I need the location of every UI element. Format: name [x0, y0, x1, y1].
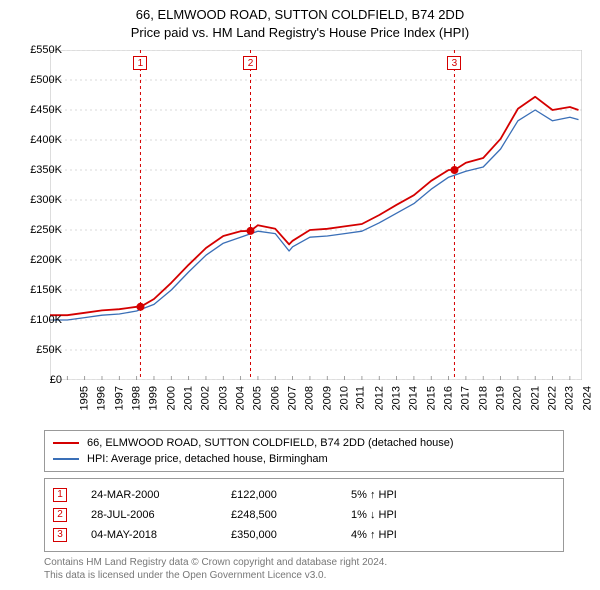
sale-row: 3 04-MAY-2018£350,0004% ↑ HPI: [53, 525, 555, 545]
sales-table: 1 24-MAR-2000£122,0005% ↑ HPI 2 28-JUL-2006…: [44, 478, 564, 552]
sale-date: 04-MAY-2018: [91, 529, 231, 541]
footer: Contains HM Land Registry data © Crown c…: [44, 556, 564, 582]
x-tick-label: 2000: [165, 386, 177, 410]
sale-date: 24-MAR-2000: [91, 489, 231, 501]
sale-price: £248,500: [231, 509, 351, 521]
footer-line-2: This data is licensed under the Open Gov…: [44, 569, 564, 582]
sale-marker-2: 2: [243, 56, 257, 70]
y-tick-label: £200K: [30, 254, 62, 266]
y-tick-label: £50K: [36, 344, 62, 356]
sale-row-marker: 3: [53, 528, 67, 542]
x-tick-label: 2002: [200, 386, 212, 410]
y-tick-label: £100K: [30, 314, 62, 326]
x-tick-label: 2009: [321, 386, 333, 410]
y-tick-label: £300K: [30, 194, 62, 206]
sale-row: 1 24-MAR-2000£122,0005% ↑ HPI: [53, 485, 555, 505]
legend-label: HPI: Average price, detached house, Birm…: [87, 453, 328, 465]
x-tick-label: 2007: [286, 386, 298, 410]
sale-date: 28-JUL-2006: [91, 509, 231, 521]
legend-swatch: [53, 442, 79, 444]
x-tick-label: 2012: [373, 386, 385, 410]
legend-label: 66, ELMWOOD ROAD, SUTTON COLDFIELD, B74 …: [87, 437, 454, 449]
x-tick-label: 2016: [442, 386, 454, 410]
y-tick-label: £250K: [30, 224, 62, 236]
y-tick-label: £150K: [30, 284, 62, 296]
x-tick-label: 2014: [408, 386, 420, 410]
legend-item: HPI: Average price, detached house, Birm…: [53, 451, 555, 467]
x-tick-label: 1999: [148, 386, 160, 410]
x-tick-label: 1996: [96, 386, 108, 410]
title-line-2: Price paid vs. HM Land Registry's House …: [0, 24, 600, 42]
x-tick-label: 2008: [304, 386, 316, 410]
x-tick-label: 2004: [234, 386, 246, 410]
x-tick-label: 2003: [217, 386, 229, 410]
sale-price: £122,000: [231, 489, 351, 501]
sale-delta: 4% ↑ HPI: [351, 529, 397, 541]
sale-row-marker: 2: [53, 508, 67, 522]
x-ticks: 1995 1996 1997 1998 1999 2000 2001 2002 2003 2004…: [50, 384, 582, 424]
sale-delta: 5% ↑ HPI: [351, 489, 397, 501]
footer-line-1: Contains HM Land Registry data © Crown c…: [44, 556, 564, 569]
sale-price: £350,000: [231, 529, 351, 541]
x-tick-label: 2015: [425, 386, 437, 410]
x-tick-label: 2011: [355, 386, 367, 410]
x-tick-label: 2023: [564, 386, 576, 410]
y-tick-label: £450K: [30, 104, 62, 116]
x-tick-label: 2017: [460, 386, 472, 410]
x-tick-label: 1997: [113, 386, 125, 410]
x-tick-label: 2005: [252, 386, 264, 410]
chart: [50, 50, 582, 380]
sale-delta: 1% ↓ HPI: [351, 509, 397, 521]
title-line-1: 66, ELMWOOD ROAD, SUTTON COLDFIELD, B74 …: [0, 6, 600, 24]
x-tick-label: 2021: [529, 386, 541, 410]
y-tick-label: £550K: [30, 44, 62, 56]
sale-marker-1: 1: [133, 56, 147, 70]
legend-item: 66, ELMWOOD ROAD, SUTTON COLDFIELD, B74 …: [53, 435, 555, 451]
x-tick-label: 2019: [494, 386, 506, 410]
legend-swatch: [53, 458, 79, 460]
sale-row-marker: 1: [53, 488, 67, 502]
title-block: 66, ELMWOOD ROAD, SUTTON COLDFIELD, B74 …: [0, 0, 600, 41]
x-tick-label: 2010: [338, 386, 350, 410]
y-tick-label: £500K: [30, 74, 62, 86]
chart-svg: [50, 50, 582, 380]
x-tick-label: 1998: [130, 386, 142, 410]
x-tick-label: 2020: [512, 386, 524, 410]
x-tick-label: 2022: [546, 386, 558, 410]
x-tick-label: 2013: [390, 386, 402, 410]
x-tick-label: 2018: [477, 386, 489, 410]
sale-marker-3: 3: [447, 56, 461, 70]
legend: 66, ELMWOOD ROAD, SUTTON COLDFIELD, B74 …: [44, 430, 564, 472]
y-tick-label: £400K: [30, 134, 62, 146]
x-tick-label: 2024: [581, 386, 593, 410]
x-tick-label: 2001: [182, 386, 194, 410]
x-tick-label: 1995: [78, 386, 90, 410]
x-tick-label: 2006: [269, 386, 281, 410]
sale-row: 2 28-JUL-2006£248,5001% ↓ HPI: [53, 505, 555, 525]
page: 66, ELMWOOD ROAD, SUTTON COLDFIELD, B74 …: [0, 0, 600, 590]
y-tick-label: £350K: [30, 164, 62, 176]
